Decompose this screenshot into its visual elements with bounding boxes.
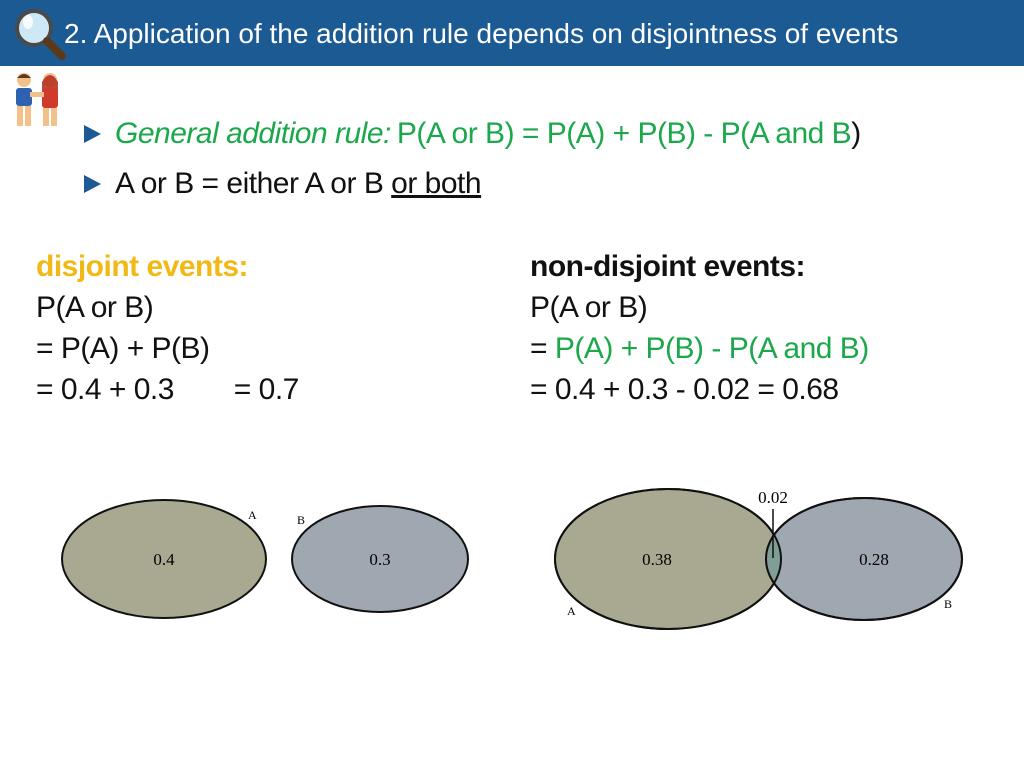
or-both-text: or both (391, 167, 482, 200)
nondisjoint-line-1: P(A or B) (530, 291, 648, 324)
nondisjoint-equals: = (530, 332, 555, 365)
couple-icon (16, 73, 58, 126)
venn-disjoint-b-label: B (297, 513, 305, 527)
magnifying-glass-icon (15, 9, 66, 60)
header-bar: 2. Application of the addition rule depe… (0, 0, 1024, 66)
nondisjoint-line-3: = 0.4 + 0.3 - 0.02 = 0.68 (530, 373, 839, 406)
or-definition-text: A or B = either A or B (115, 167, 392, 200)
disjoint-heading: disjoint events: (36, 250, 249, 283)
bullet-triangle-icon (84, 125, 101, 143)
disjoint-column: disjoint events: P(A or B) = P(A) + P(B)… (36, 250, 299, 414)
general-rule-close: ) (851, 117, 861, 150)
general-rule-label: General addition rule: (115, 117, 391, 150)
page-title: 2. Application of the addition rule depe… (64, 18, 899, 49)
nondisjoint-column: non-disjoint events: P(A or B) = P(A) + … (530, 250, 869, 414)
venn-disjoint-b-value: 0.3 (369, 550, 390, 569)
disjoint-sum: = 0.4 + 0.3 (36, 373, 174, 406)
bullet-triangle-icon (84, 175, 101, 193)
disjoint-line-1: P(A or B) (36, 291, 154, 324)
disjoint-result: = 0.7 (233, 373, 300, 406)
bullet-or-definition: A or B = either A or B or both (84, 164, 482, 204)
venn-overlap-a-value: 0.38 (642, 550, 672, 569)
venn-overlap-b-value: 0.28 (859, 550, 889, 569)
venn-overlap-b-label: B (944, 597, 952, 611)
venn-disjoint-circle-b (291, 505, 469, 613)
venn-disjoint-a-label: A (248, 508, 257, 522)
general-rule-formula: P(A or B) = P(A) + P(B) - P(A and B (396, 117, 852, 150)
venn-disjoint-a-value: 0.4 (153, 550, 175, 569)
nondisjoint-formula: P(A) + P(B) - P(A and B) (554, 332, 869, 365)
bullet-general-rule: General addition rule: P(A or B) = P(A) … (84, 114, 861, 154)
venn-overlap-a-label: A (567, 604, 576, 618)
nondisjoint-line-2: = P(A) + P(B) - P(A and B) (530, 332, 869, 373)
disjoint-line-2: = P(A) + P(B) (36, 332, 210, 365)
disjoint-line-3: = 0.4 + 0.3 = 0.7 (36, 373, 299, 414)
venn-disjoint-circle-a (61, 499, 267, 619)
nondisjoint-heading: non-disjoint events: (530, 250, 805, 283)
venn-overlap-value: 0.02 (758, 488, 788, 507)
